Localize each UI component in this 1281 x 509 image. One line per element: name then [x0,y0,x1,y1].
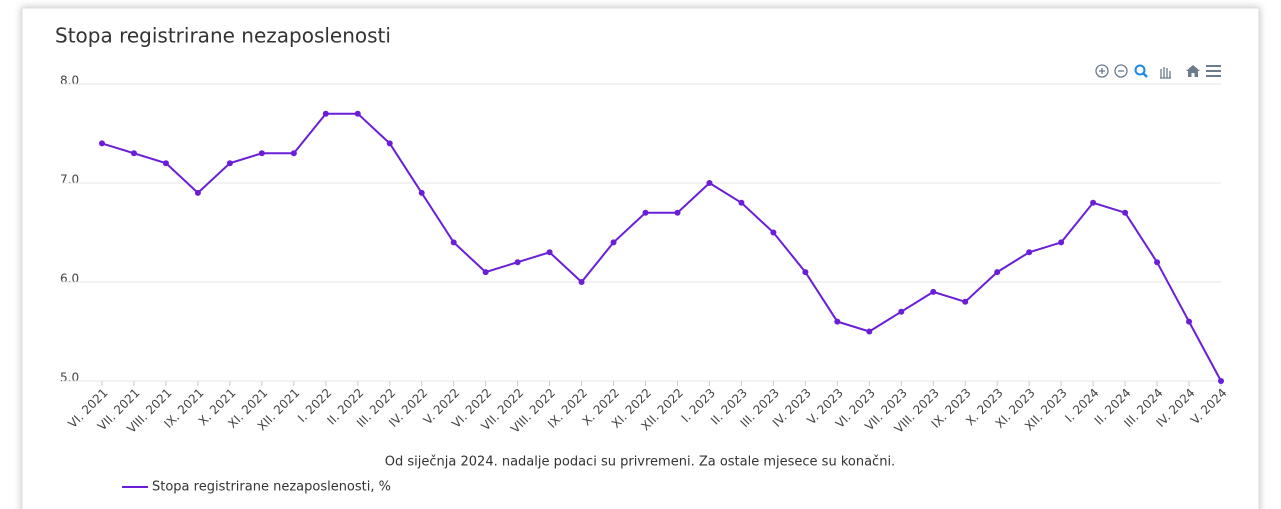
data-point [514,259,521,266]
legend-label: Stopa registrirane nezaposlenosti, % [152,480,391,495]
data-point [546,249,553,256]
data-point [770,229,777,236]
data-point [450,239,457,246]
data-point [578,279,585,285]
data-point [738,199,745,206]
data-point [322,110,329,117]
data-point [994,269,1001,276]
data-point [258,150,265,157]
menu-button[interactable] [1206,65,1221,77]
data-point [802,269,809,276]
data-point [706,180,713,186]
data-point [930,288,937,295]
y-tick-label: 6.0 [60,272,79,286]
y-tick-label: 8.0 [60,74,79,88]
note: Od siječnja 2024. nadalje podaci su priv… [385,455,895,470]
pan-button[interactable] [1160,67,1171,79]
data-point [354,110,361,117]
data-point [482,269,489,276]
data-point [1058,239,1065,246]
zoom-in-button[interactable] [1095,64,1109,78]
toolbar [1095,64,1221,79]
data-point [674,209,681,216]
data-point [162,160,169,167]
data-point [418,189,425,196]
zoom-out-button[interactable] [1114,64,1128,78]
y-tick-label: 5.0 [60,371,79,385]
data-point [290,150,297,157]
data-point [1186,318,1193,325]
data-point [1154,259,1161,266]
data-point [226,160,233,167]
data-point [610,239,617,246]
data-point [866,328,873,335]
data-point [642,209,649,216]
data-point [194,189,201,196]
y-tick-label: 7.0 [60,173,79,187]
data-point [1026,249,1033,256]
data-point [99,140,105,147]
data-point [962,298,969,305]
data-point [898,308,905,315]
card [21,7,1260,509]
reset-button[interactable] [1186,65,1200,77]
data-point [1218,378,1224,384]
data-point [386,140,393,147]
data-point [1122,209,1129,216]
data-point [834,318,841,325]
selection-zoom-button[interactable] [1134,64,1148,78]
data-point [1090,199,1097,206]
series-line [101,112,1222,382]
data-point [130,150,137,157]
chart-title: Stopa registrirane nezaposlenosti [55,24,391,48]
